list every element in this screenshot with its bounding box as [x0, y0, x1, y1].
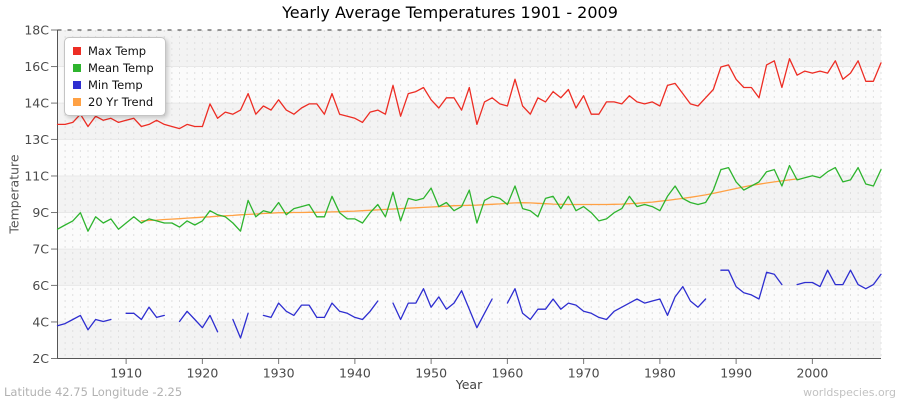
legend-item-20yr-trend: 20 Yr Trend	[73, 95, 154, 109]
legend-label-mean-temp: Mean Temp	[88, 61, 154, 75]
series-line-20-yr-trend	[140, 178, 798, 222]
legend: Max Temp Mean Temp Min Temp 20 Yr Trend	[64, 37, 166, 116]
y-tick-label: 14C	[24, 96, 49, 111]
legend-item-mean-temp: Mean Temp	[73, 61, 154, 75]
x-tick-label: 1990	[720, 366, 752, 381]
y-tick-label: 16C	[24, 59, 49, 74]
y-tick-label: 13C	[24, 132, 49, 147]
plot-band	[57, 321, 881, 359]
x-tick-label: 1970	[568, 366, 600, 381]
legend-label-max-temp: Max Temp	[88, 44, 147, 58]
y-axis-title: Temperature	[6, 154, 22, 234]
x-tick-label: 1910	[110, 366, 142, 381]
series-line-max-temp	[56, 58, 882, 130]
legend-label-min-temp: Min Temp	[88, 78, 143, 92]
legend-item-min-temp: Min Temp	[73, 78, 154, 92]
x-axis-title: Year	[455, 377, 483, 392]
legend-swatch-mean-temp-icon	[73, 64, 81, 72]
series-line-min-temp	[56, 269, 882, 339]
plot-band	[57, 285, 881, 322]
y-tick-label: 9C	[32, 205, 49, 220]
legend-label-20yr-trend: 20 Yr Trend	[88, 95, 154, 109]
plot-band	[57, 249, 881, 286]
plot-band	[57, 175, 881, 213]
chart-title: Yearly Average Temperatures 1901 - 2009	[282, 3, 618, 22]
footer-location: Latitude 42.75 Longitude -2.25	[4, 385, 183, 399]
x-tick-label: 1930	[263, 366, 295, 381]
x-tick-label: 2000	[796, 366, 828, 381]
x-tick-label: 1940	[339, 366, 371, 381]
y-tick-label: 2C	[32, 351, 49, 366]
y-tick-label: 7C	[32, 242, 49, 257]
legend-swatch-min-temp-icon	[73, 81, 81, 89]
x-tick-label: 1960	[491, 366, 523, 381]
legend-item-max-temp: Max Temp	[73, 44, 154, 58]
y-tick-label: 4C	[32, 314, 49, 329]
x-tick-label: 1920	[186, 366, 218, 381]
legend-swatch-20yr-trend-icon	[73, 98, 81, 106]
series-line-mean-temp	[56, 164, 882, 232]
y-tick-label: 6C	[32, 278, 49, 293]
legend-swatch-max-temp-icon	[73, 47, 81, 55]
y-tick-label: 18C	[24, 23, 49, 38]
x-tick-label: 1950	[415, 366, 447, 381]
x-tick-label: 1980	[644, 366, 676, 381]
y-tick-label: 11C	[24, 168, 49, 183]
plot-band	[57, 212, 881, 250]
footer-website: worldspecies.org	[803, 386, 896, 399]
